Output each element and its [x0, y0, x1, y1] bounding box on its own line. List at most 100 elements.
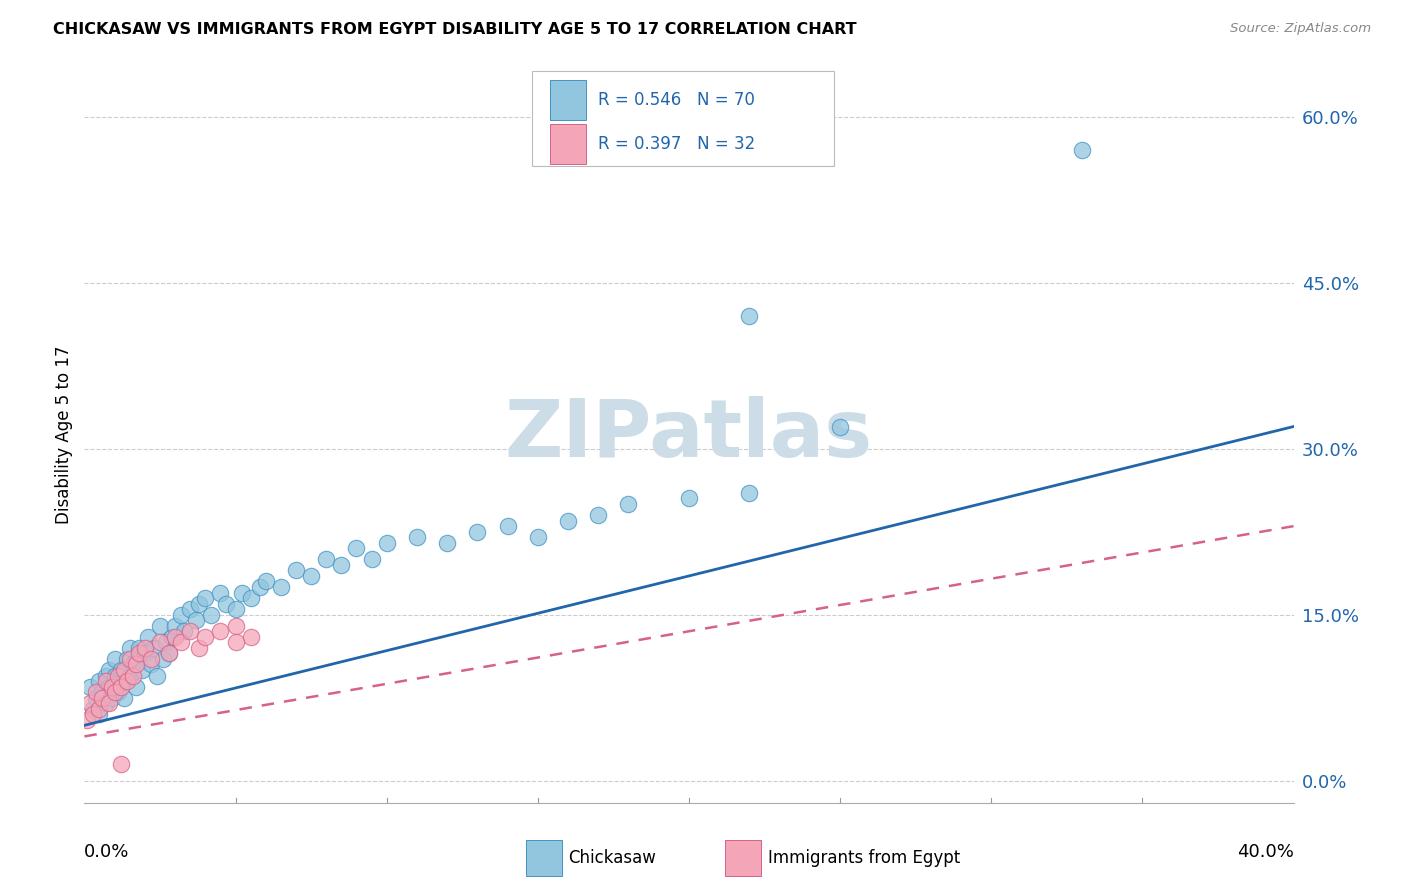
FancyBboxPatch shape [531, 70, 834, 166]
Point [107, 685, 129, 699]
Point [118, 640, 141, 655]
Point [225, 635, 247, 649]
Point [239, 591, 262, 605]
Point [360, 552, 382, 566]
Point [82, 707, 104, 722]
Point [134, 640, 156, 655]
Point [112, 663, 135, 677]
Point [617, 497, 640, 511]
Point [225, 619, 247, 633]
Point [134, 647, 156, 661]
Bar [550, 79, 586, 120]
Point [139, 652, 162, 666]
Bar [550, 124, 586, 164]
Point [82, 702, 104, 716]
Point [149, 635, 172, 649]
Point [112, 674, 135, 689]
Point [179, 602, 201, 616]
Point [330, 558, 353, 572]
Text: ZIPatlas: ZIPatlas [505, 396, 873, 474]
Point [375, 535, 398, 549]
Point [231, 585, 253, 599]
Point [86, 690, 108, 705]
Point [436, 535, 458, 549]
Point [285, 563, 308, 577]
Point [104, 652, 127, 666]
Point [91, 690, 114, 705]
Point [79, 696, 101, 710]
Point [588, 508, 610, 522]
Point [225, 602, 247, 616]
Point [165, 630, 187, 644]
Point [121, 668, 143, 682]
Point [194, 591, 217, 605]
Point [315, 552, 337, 566]
Point [110, 663, 132, 677]
Text: CHICKASAW VS IMMIGRANTS FROM EGYPT DISABILITY AGE 5 TO 17 CORRELATION CHART: CHICKASAW VS IMMIGRANTS FROM EGYPT DISAB… [53, 22, 858, 37]
Point [738, 486, 761, 500]
Point [86, 685, 108, 699]
Text: Immigrants from Egypt: Immigrants from Egypt [768, 849, 960, 867]
Point [118, 652, 141, 666]
Point [165, 619, 187, 633]
Point [115, 674, 138, 689]
Point [200, 607, 222, 622]
Point [186, 613, 208, 627]
Point [79, 680, 101, 694]
Point [100, 690, 122, 705]
Text: R = 0.397   N = 32: R = 0.397 N = 32 [599, 136, 755, 153]
Point [346, 541, 368, 556]
Point [146, 668, 169, 682]
Point [249, 580, 271, 594]
Point [118, 668, 141, 682]
Point [125, 680, 148, 694]
Point [89, 702, 111, 716]
Bar [526, 839, 562, 876]
Point [527, 530, 550, 544]
Point [830, 419, 852, 434]
Y-axis label: Disability Age 5 to 17: Disability Age 5 to 17 [55, 345, 73, 524]
Point [112, 690, 135, 705]
Point [1071, 143, 1094, 157]
Point [149, 619, 172, 633]
Point [97, 680, 120, 694]
Point [155, 635, 177, 649]
Point [160, 630, 183, 644]
Point [215, 597, 238, 611]
Point [209, 585, 232, 599]
Point [157, 647, 180, 661]
Point [194, 630, 217, 644]
Point [94, 668, 117, 682]
Point [128, 640, 150, 655]
Point [299, 569, 322, 583]
Point [738, 309, 761, 323]
Point [97, 696, 120, 710]
Point [125, 657, 148, 672]
Point [136, 630, 159, 644]
Point [97, 663, 120, 677]
Point [170, 607, 193, 622]
Point [209, 624, 232, 639]
Point [467, 524, 489, 539]
Point [94, 674, 117, 689]
Point [110, 680, 132, 694]
Point [239, 630, 262, 644]
Text: Source: ZipAtlas.com: Source: ZipAtlas.com [1230, 22, 1371, 36]
Point [107, 668, 129, 682]
Point [179, 624, 201, 639]
Point [128, 647, 150, 661]
Point [91, 685, 114, 699]
Text: 40.0%: 40.0% [1237, 843, 1294, 862]
Point [254, 574, 277, 589]
Point [104, 668, 127, 682]
Point [121, 657, 143, 672]
Point [152, 652, 174, 666]
Point [94, 696, 117, 710]
Point [89, 674, 111, 689]
Point [89, 707, 111, 722]
Point [678, 491, 700, 506]
Text: Chickasaw: Chickasaw [568, 849, 657, 867]
Point [157, 647, 180, 661]
Point [270, 580, 292, 594]
Point [557, 514, 579, 528]
